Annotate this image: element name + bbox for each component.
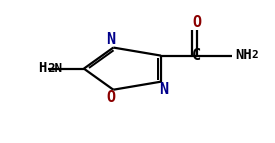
Text: O: O bbox=[192, 14, 201, 29]
Text: 2: 2 bbox=[251, 50, 258, 60]
Text: N: N bbox=[159, 82, 168, 97]
Text: C: C bbox=[192, 48, 201, 63]
Text: 2N: 2N bbox=[47, 62, 62, 75]
Text: NH: NH bbox=[235, 48, 252, 62]
Text: O: O bbox=[106, 90, 115, 105]
Text: N: N bbox=[106, 32, 115, 47]
Text: H: H bbox=[39, 61, 47, 75]
